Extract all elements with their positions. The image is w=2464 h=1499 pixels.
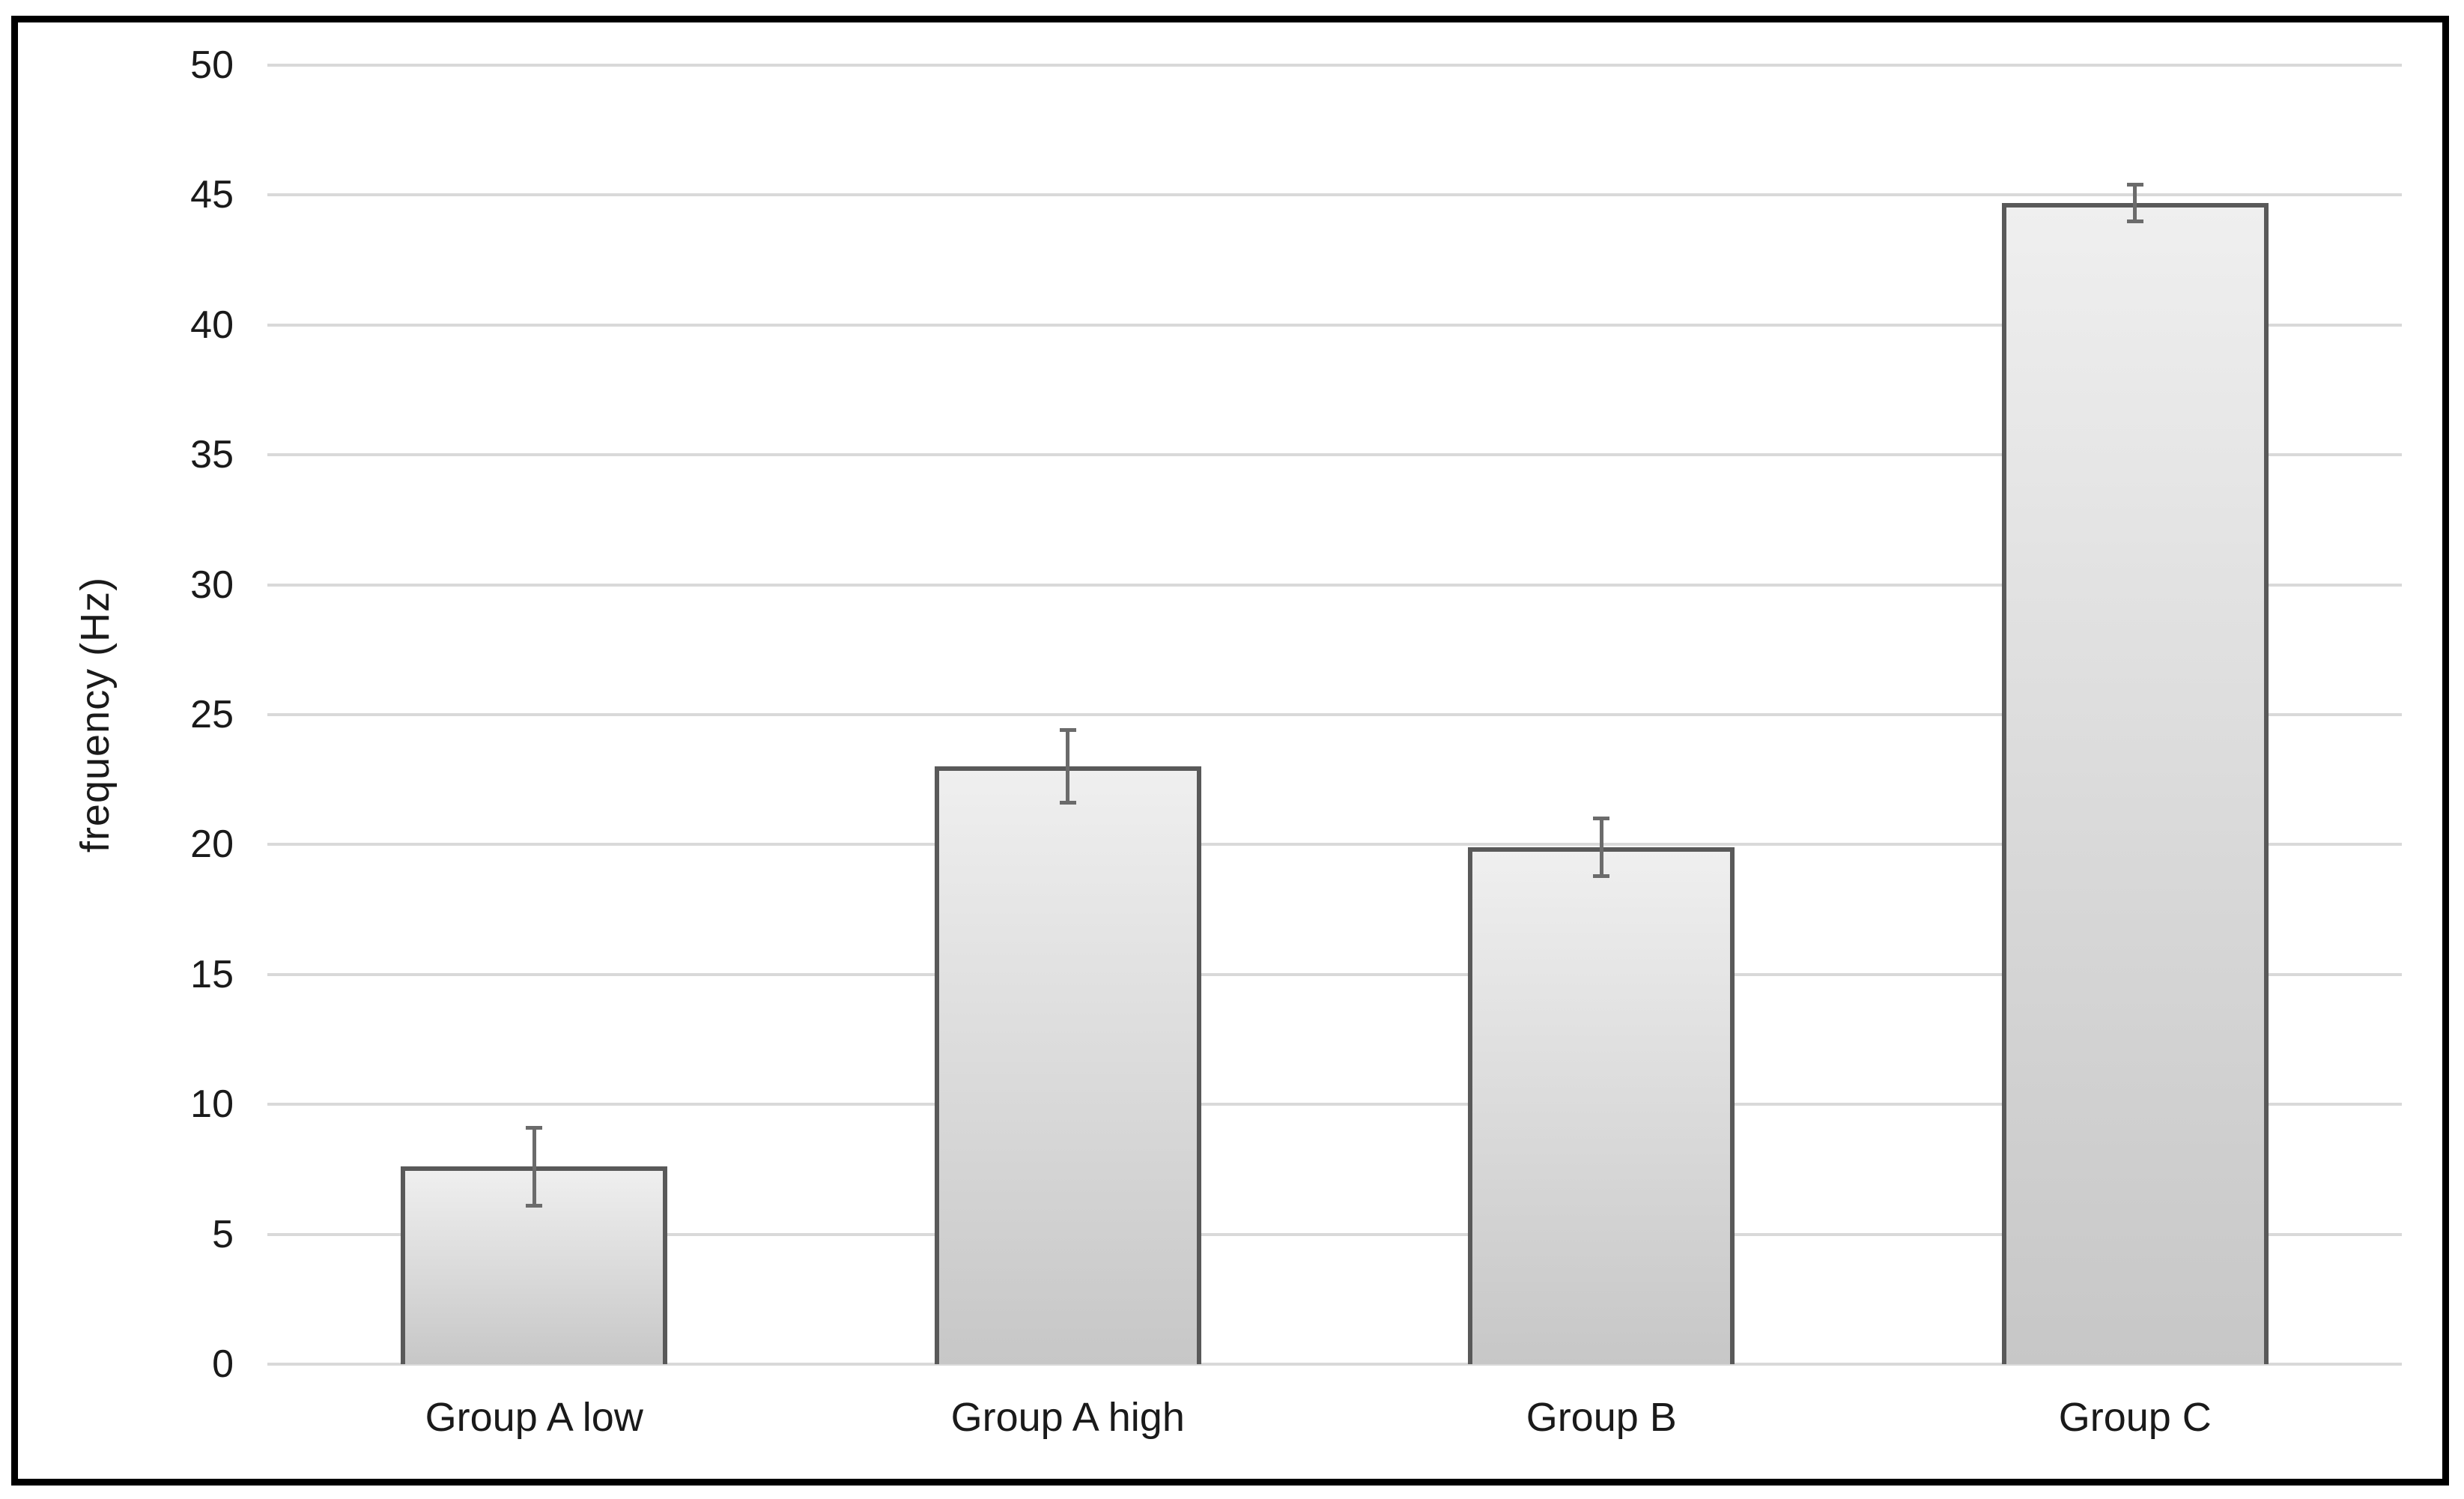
y-tick-label: 35	[190, 433, 234, 477]
y-tick-label: 30	[190, 563, 234, 607]
gridline	[267, 583, 2402, 587]
error-bar-cap	[2126, 219, 2143, 223]
y-tick-label: 5	[212, 1212, 234, 1256]
gridline	[267, 1232, 2402, 1236]
gridline	[267, 972, 2402, 976]
error-bar-cap	[1059, 801, 1076, 805]
gridline	[267, 453, 2402, 457]
bar	[934, 766, 1201, 1364]
bar	[2001, 202, 2269, 1364]
gridline	[267, 843, 2402, 847]
error-bar	[1066, 730, 1070, 803]
error-bar	[2133, 184, 2137, 222]
y-tick-label: 45	[190, 173, 234, 217]
gridline	[267, 193, 2402, 197]
x-category-label: Group B	[1526, 1395, 1677, 1440]
error-bar-cap	[526, 1203, 543, 1208]
gridline	[267, 1363, 2402, 1366]
x-category-label: Group A low	[425, 1395, 643, 1440]
x-category-label: Group C	[2058, 1395, 2212, 1440]
gridline	[267, 64, 2402, 67]
error-bar-cap	[526, 1125, 543, 1130]
y-tick-label: 15	[190, 952, 234, 996]
error-bar	[1599, 818, 1603, 876]
error-bar-cap	[1059, 728, 1076, 733]
gridline	[267, 713, 2402, 716]
y-tick-label: 40	[190, 303, 234, 347]
error-bar-cap	[2126, 183, 2143, 187]
error-bar	[532, 1127, 536, 1206]
gridline	[267, 323, 2402, 327]
y-tick-label: 25	[190, 693, 234, 736]
y-tick-label: 20	[190, 823, 234, 867]
x-category-label: Group A high	[950, 1395, 1185, 1440]
gridline	[267, 1103, 2402, 1106]
y-tick-label: 10	[190, 1082, 234, 1127]
y-tick-label: 0	[212, 1342, 234, 1386]
bar	[1468, 847, 1735, 1364]
error-bar-cap	[1593, 873, 1610, 878]
y-tick-label: 50	[190, 43, 234, 87]
error-bar-cap	[1593, 817, 1610, 821]
